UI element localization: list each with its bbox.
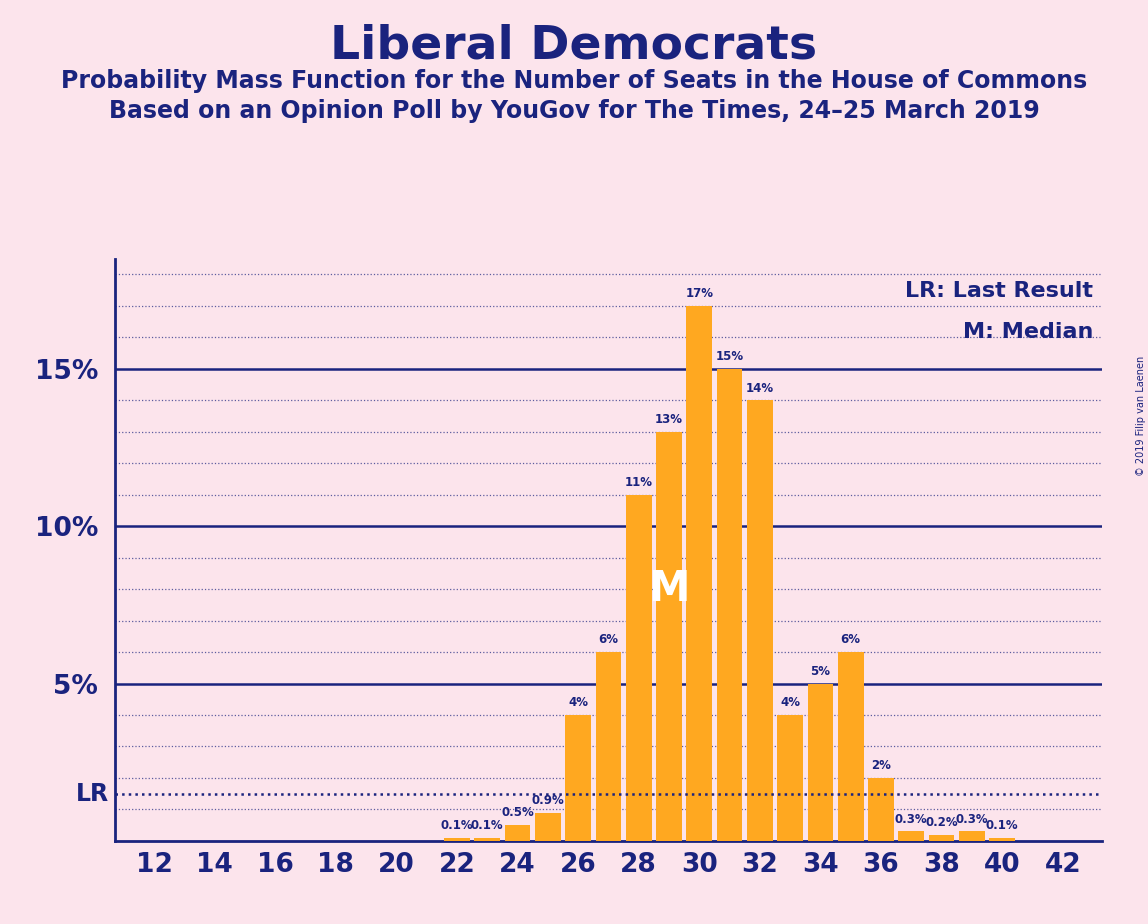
Bar (626, 494, 652, 841)
Text: 0.1%: 0.1% (986, 819, 1018, 832)
Text: 4%: 4% (568, 697, 588, 710)
Text: Liberal Democrats: Liberal Democrats (331, 23, 817, 68)
Text: 6%: 6% (598, 633, 619, 647)
Bar (687, 306, 712, 841)
Bar (899, 832, 924, 841)
Bar (535, 812, 560, 841)
Text: 6%: 6% (840, 633, 861, 647)
Text: M: M (649, 568, 690, 610)
Bar (474, 838, 501, 841)
Bar (444, 838, 470, 841)
Text: 0.1%: 0.1% (471, 819, 504, 832)
Text: 15%: 15% (715, 350, 744, 363)
Text: 0.1%: 0.1% (441, 819, 473, 832)
Bar (959, 832, 985, 841)
Text: 0.3%: 0.3% (895, 813, 928, 826)
Text: LR: Last Result: LR: Last Result (905, 281, 1093, 300)
Bar (777, 715, 802, 841)
Text: 0.3%: 0.3% (955, 813, 988, 826)
Text: Based on an Opinion Poll by YouGov for The Times, 24–25 March 2019: Based on an Opinion Poll by YouGov for T… (109, 99, 1039, 123)
Text: 5%: 5% (810, 665, 830, 678)
Text: 0.9%: 0.9% (532, 794, 565, 807)
Text: 2%: 2% (871, 760, 891, 772)
Text: 0.2%: 0.2% (925, 816, 957, 829)
Bar (868, 778, 894, 841)
Bar (838, 652, 863, 841)
Text: © 2019 Filip van Laenen: © 2019 Filip van Laenen (1135, 356, 1146, 476)
Text: M: Median: M: Median (963, 322, 1093, 342)
Bar (716, 369, 743, 841)
Bar (929, 834, 954, 841)
Text: 4%: 4% (781, 697, 800, 710)
Text: 17%: 17% (685, 287, 713, 300)
Text: 14%: 14% (746, 382, 774, 395)
Bar (990, 838, 1015, 841)
Bar (657, 432, 682, 841)
Text: 13%: 13% (656, 413, 683, 426)
Text: LR: LR (76, 782, 109, 806)
Bar (747, 400, 773, 841)
Bar (807, 684, 833, 841)
Text: 0.5%: 0.5% (502, 807, 534, 820)
Text: Probability Mass Function for the Number of Seats in the House of Commons: Probability Mass Function for the Number… (61, 69, 1087, 93)
Bar (565, 715, 591, 841)
Bar (596, 652, 621, 841)
Bar (505, 825, 530, 841)
Text: 11%: 11% (625, 476, 653, 489)
